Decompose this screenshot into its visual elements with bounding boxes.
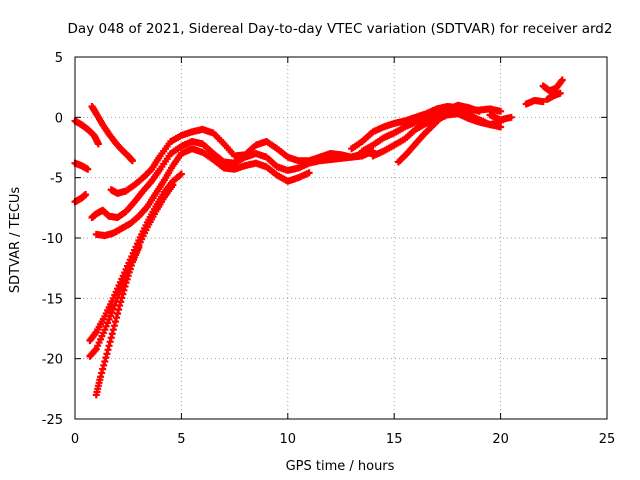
- x-tick-label: 20: [492, 432, 509, 447]
- data-point: [507, 113, 515, 121]
- axis-ticks: 0 5 10 15 20 25 5 0 -5 -10 -15 -20 -25: [42, 51, 616, 447]
- series-arc-18: [543, 89, 564, 103]
- y-axis-title: SDTVAR / TECUs: [8, 187, 23, 294]
- x-tick-label: 15: [386, 432, 403, 447]
- y-tick-label: -5: [50, 172, 63, 187]
- data-point: [539, 98, 547, 106]
- y-tick-label: -25: [42, 413, 63, 428]
- chart-title: Day 048 of 2021, Sidereal Day-to-day VTE…: [68, 21, 613, 37]
- y-tick-label: 0: [55, 111, 63, 126]
- series-arc-3: [71, 191, 90, 206]
- data-point: [84, 165, 92, 173]
- series-arc-4: [88, 102, 136, 165]
- series-arc-13: [369, 110, 505, 160]
- series-arc-17: [539, 76, 566, 95]
- data-point: [135, 244, 143, 252]
- series-arc-16: [522, 96, 547, 108]
- x-tick-label: 5: [177, 432, 185, 447]
- x-tick-label: 0: [71, 432, 79, 447]
- y-tick-label: -10: [42, 232, 63, 247]
- data-point: [305, 169, 313, 177]
- data-point: [497, 107, 505, 115]
- data-point: [82, 191, 90, 199]
- y-tick-label: -15: [42, 292, 63, 307]
- data-point: [169, 181, 177, 189]
- x-tick-label: 25: [599, 432, 616, 447]
- y-tick-label: 5: [55, 51, 63, 66]
- data-point: [556, 89, 564, 97]
- data-point: [177, 170, 185, 178]
- data-point: [128, 157, 136, 165]
- series-arc-1: [71, 117, 102, 148]
- data-point: [94, 140, 102, 148]
- data-points: [71, 76, 566, 399]
- series-arc-14: [394, 101, 483, 166]
- data-point: [475, 107, 483, 115]
- series-arc-10: [92, 244, 143, 399]
- series-arc-7: [92, 145, 313, 240]
- series-arc-6: [88, 137, 366, 221]
- series-arc-15: [486, 111, 515, 124]
- data-point: [558, 76, 566, 84]
- x-tick-label: 10: [280, 432, 297, 447]
- x-axis-title: GPS time / hours: [286, 459, 395, 474]
- y-tick-label: -20: [42, 353, 63, 368]
